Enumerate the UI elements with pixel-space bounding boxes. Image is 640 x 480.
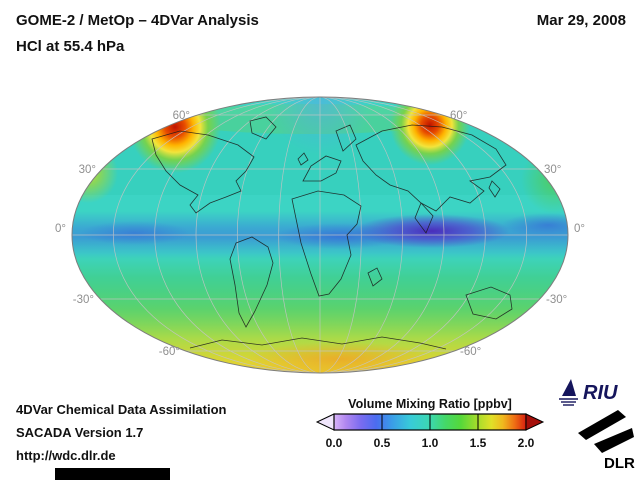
hotspot-alaska (129, 97, 221, 173)
riu-logo: RIU (559, 379, 618, 406)
dlr-logo-text: DLR (604, 455, 635, 472)
globe-outline (71, 96, 569, 374)
tick-2.0: 2.0 (518, 436, 535, 450)
lat-label-left-60: 60° (173, 110, 190, 122)
colorbar-over-arrow (525, 413, 545, 431)
page-subtitle: HCl at 55.4 hPa (16, 38, 125, 55)
date-label: Mar 29, 2008 (536, 12, 626, 29)
riu-logo-triangle-icon (562, 379, 576, 396)
footer-line-assimilation: 4DVar Chemical Data Assimilation (16, 402, 227, 417)
tick-0.0: 0.0 (326, 436, 343, 450)
lat-label-right-60: 60° (450, 110, 467, 122)
lat-label-left-m60: -60° (159, 346, 180, 358)
colorbar-tick-lines (381, 414, 479, 430)
coastlines (151, 116, 513, 350)
page-title: GOME-2 / MetOp – 4DVar Analysis (16, 12, 259, 29)
footer-line-url: http://wdc.dlr.de (16, 448, 116, 463)
lat-label-left-0: 0° (55, 223, 66, 235)
footer-line-version: SACADA Version 1.7 (16, 425, 144, 440)
tick-0.5: 0.5 (374, 436, 391, 450)
lat-label-right-m60: -60° (460, 346, 481, 358)
dlr-bird-icon (578, 410, 634, 453)
colorbar-title: Volume Mixing Ratio [ppbv] (348, 398, 512, 411)
colorbar-tick-labels: 0.0 0.5 1.0 1.5 2.0 (326, 436, 535, 450)
footer-text-block: 4DVar Chemical Data Assimilation SACADA … (16, 398, 227, 467)
colorbar: Volume Mixing Ratio [ppbv] 0.0 0.5 1.0 1… (315, 398, 545, 450)
bottom-black-bar (55, 468, 170, 480)
hotspot-ne-asia (390, 97, 470, 165)
lat-label-left-30: 30° (79, 164, 96, 176)
lat-label-right-m30: -30° (546, 294, 567, 306)
colorbar-under-arrow (315, 413, 335, 431)
graticule (72, 97, 568, 373)
lat-label-right-0: 0° (574, 223, 585, 235)
lat-label-right-30: 30° (544, 164, 561, 176)
riu-logo-text: RIU (583, 382, 618, 404)
tick-1.0: 1.0 (422, 436, 439, 450)
dlr-logo: DLR (578, 410, 635, 472)
riu-logo-stripes-icon (559, 398, 578, 406)
tick-1.5: 1.5 (470, 436, 487, 450)
lat-label-left-m30: -30° (73, 294, 94, 306)
world-map: 60° 30° 0° -30° -60° 60° 30° 0° -30° -60… (55, 96, 585, 374)
latitude-labels: 60° 30° 0° -30° -60° 60° 30° 0° -30° -60… (55, 110, 585, 358)
